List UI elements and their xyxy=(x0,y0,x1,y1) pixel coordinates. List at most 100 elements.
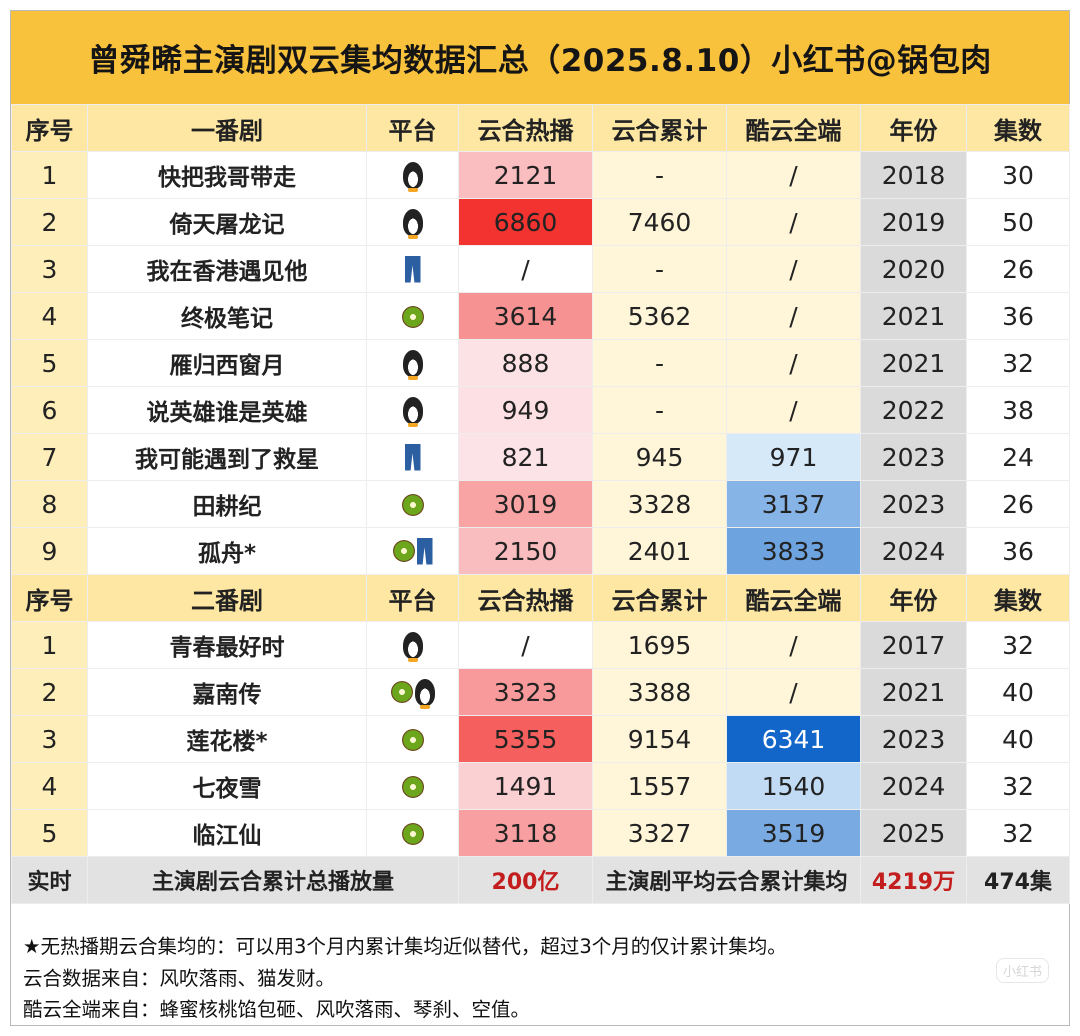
kuyun-cell: / xyxy=(726,151,861,199)
platform-cell xyxy=(366,527,459,575)
kiwi-icon xyxy=(401,822,424,845)
title-cell: 说英雄谁是英雄 xyxy=(87,386,367,434)
yunhe-hot-cell: 6860 xyxy=(458,198,593,246)
platform-cell xyxy=(366,480,459,528)
table-row: 2 嘉南传 3323 3388/2021 40 xyxy=(11,668,1070,716)
table-row: 2 倚天屠龙记 6860 7460/2019 50 xyxy=(11,198,1070,246)
index-cell: 5 xyxy=(11,339,88,387)
jeans-icon xyxy=(404,443,421,471)
summary-label: 实时 xyxy=(11,856,88,904)
kuyun-cell: / xyxy=(726,386,861,434)
kiwi-icon xyxy=(392,540,415,562)
kuyun-cell: / xyxy=(726,198,861,246)
episodes-total: 474集 xyxy=(966,856,1070,904)
yunhe-hot-cell: / xyxy=(458,245,593,293)
episodes-cell: 36 xyxy=(966,527,1070,575)
title-cell: 青春最好时 xyxy=(87,621,367,669)
table-row: 7 我可能遇到了救星 821 945 971 2023 24 xyxy=(11,433,1070,481)
column-header: 云合累计 xyxy=(592,104,727,152)
episodes-cell: 30 xyxy=(966,151,1070,199)
platform-cell xyxy=(366,245,459,293)
yunhe-total-cell: 9154 xyxy=(592,715,727,763)
kuyun-cell: 6341 xyxy=(726,715,861,763)
title-cell: 倚天屠龙记 xyxy=(87,198,367,246)
index-cell: 1 xyxy=(11,621,88,669)
index-cell: 9 xyxy=(11,527,88,575)
table-row: 4 终极笔记 3614 5362/2021 36 xyxy=(11,292,1070,340)
episodes-cell: 26 xyxy=(966,480,1070,528)
table-row: 3 莲花楼* 5355 9154 6341 2023 40 xyxy=(11,715,1070,763)
table-header-row: 序号 二番剧 平台 云合热播 云合累计 酷云全端 年份 集数 xyxy=(11,574,1070,622)
table-row: 1 青春最好时/1695/2017 32 xyxy=(11,621,1070,669)
title-cell: 嘉南传 xyxy=(87,668,367,716)
year-cell: 2023 xyxy=(860,480,967,528)
column-header: 平台 xyxy=(366,574,459,622)
title-cell: 七夜雪 xyxy=(87,762,367,810)
platform-cell xyxy=(366,809,459,857)
year-cell: 2025 xyxy=(860,809,967,857)
index-cell: 2 xyxy=(11,198,88,246)
platform-cell xyxy=(366,668,459,716)
platform-cell xyxy=(366,339,459,387)
column-header: 年份 xyxy=(860,104,967,152)
platform-cell xyxy=(366,715,459,763)
index-cell: 5 xyxy=(11,809,88,857)
episodes-cell: 38 xyxy=(966,386,1070,434)
column-header: 序号 xyxy=(11,104,88,152)
total-plays-value: 200亿 xyxy=(458,856,593,904)
page-title: 曾舜晞主演剧双云集均数据汇总（2025.8.10）小红书@锅包肉 xyxy=(11,11,1069,104)
platform-cell xyxy=(366,151,459,199)
data-table-card: 曾舜晞主演剧双云集均数据汇总（2025.8.10）小红书@锅包肉 序号 一番剧 平台… xyxy=(10,10,1070,1026)
episodes-cell: 32 xyxy=(966,809,1070,857)
yunhe-hot-cell: 1491 xyxy=(458,762,593,810)
drama-table: 序号 一番剧 平台 云合热播 云合累计 酷云全端 年份 集数 1 快把我哥带走 2121-/2018… xyxy=(11,104,1070,904)
total-plays-label: 主演剧云合累计总播放量 xyxy=(87,856,459,904)
episodes-cell: 36 xyxy=(966,292,1070,340)
title-cell: 我在香港遇见他 xyxy=(87,245,367,293)
platform-cell xyxy=(366,433,459,481)
footnote-line: 酷云全端来自：蜂蜜核桃馅包砸、风吹落雨、琴刹、空值。 xyxy=(23,998,531,1021)
index-cell: 7 xyxy=(11,433,88,481)
episodes-cell: 26 xyxy=(966,245,1070,293)
column-header: 平台 xyxy=(366,104,459,152)
penguin-icon xyxy=(402,631,423,662)
yunhe-hot-cell: 3323 xyxy=(458,668,593,716)
yunhe-hot-cell: 2150 xyxy=(458,527,593,575)
yunhe-hot-cell: 3118 xyxy=(458,809,593,857)
average-label: 主演剧平均云合累计集均 xyxy=(592,856,861,904)
kiwi-icon xyxy=(401,493,424,516)
title-cell: 田耕纪 xyxy=(87,480,367,528)
column-header: 一番剧 xyxy=(87,104,367,152)
index-cell: 8 xyxy=(11,480,88,528)
footnote-line: ★无热播期云合集均的：可以用3个月内累计集均近似替代，超过3个月的仅计累计集均。 xyxy=(23,935,787,958)
kiwi-icon xyxy=(401,775,424,798)
table-row: 5 雁归西窗月 888-/2021 32 xyxy=(11,339,1070,387)
yunhe-hot-cell: 821 xyxy=(458,433,593,481)
table-row: 3 我在香港遇见他 / -/2020 26 xyxy=(11,245,1070,293)
year-cell: 2023 xyxy=(860,433,967,481)
index-cell: 4 xyxy=(11,292,88,340)
yunhe-total-cell: - xyxy=(592,386,727,434)
year-cell: 2021 xyxy=(860,668,967,716)
jeans-icon xyxy=(404,255,421,283)
yunhe-total-cell: 3328 xyxy=(592,480,727,528)
episodes-cell: 50 xyxy=(966,198,1070,246)
yunhe-hot-cell: 3019 xyxy=(458,480,593,528)
kuyun-cell: / xyxy=(726,339,861,387)
average-value: 4219万 xyxy=(860,856,967,904)
penguin-icon xyxy=(402,396,423,427)
yunhe-hot-cell: 949 xyxy=(458,386,593,434)
year-cell: 2024 xyxy=(860,527,967,575)
year-cell: 2024 xyxy=(860,762,967,810)
episodes-cell: 32 xyxy=(966,762,1070,810)
kuyun-cell: 3137 xyxy=(726,480,861,528)
platform-cell xyxy=(366,386,459,434)
episodes-cell: 40 xyxy=(966,715,1070,763)
title-cell: 雁归西窗月 xyxy=(87,339,367,387)
table-row: 6 说英雄谁是英雄 949-/2022 38 xyxy=(11,386,1070,434)
penguin-icon xyxy=(414,678,435,709)
column-header: 集数 xyxy=(966,574,1070,622)
year-cell: 2020 xyxy=(860,245,967,293)
yunhe-total-cell: 945 xyxy=(592,433,727,481)
title-cell: 我可能遇到了救星 xyxy=(87,433,367,481)
